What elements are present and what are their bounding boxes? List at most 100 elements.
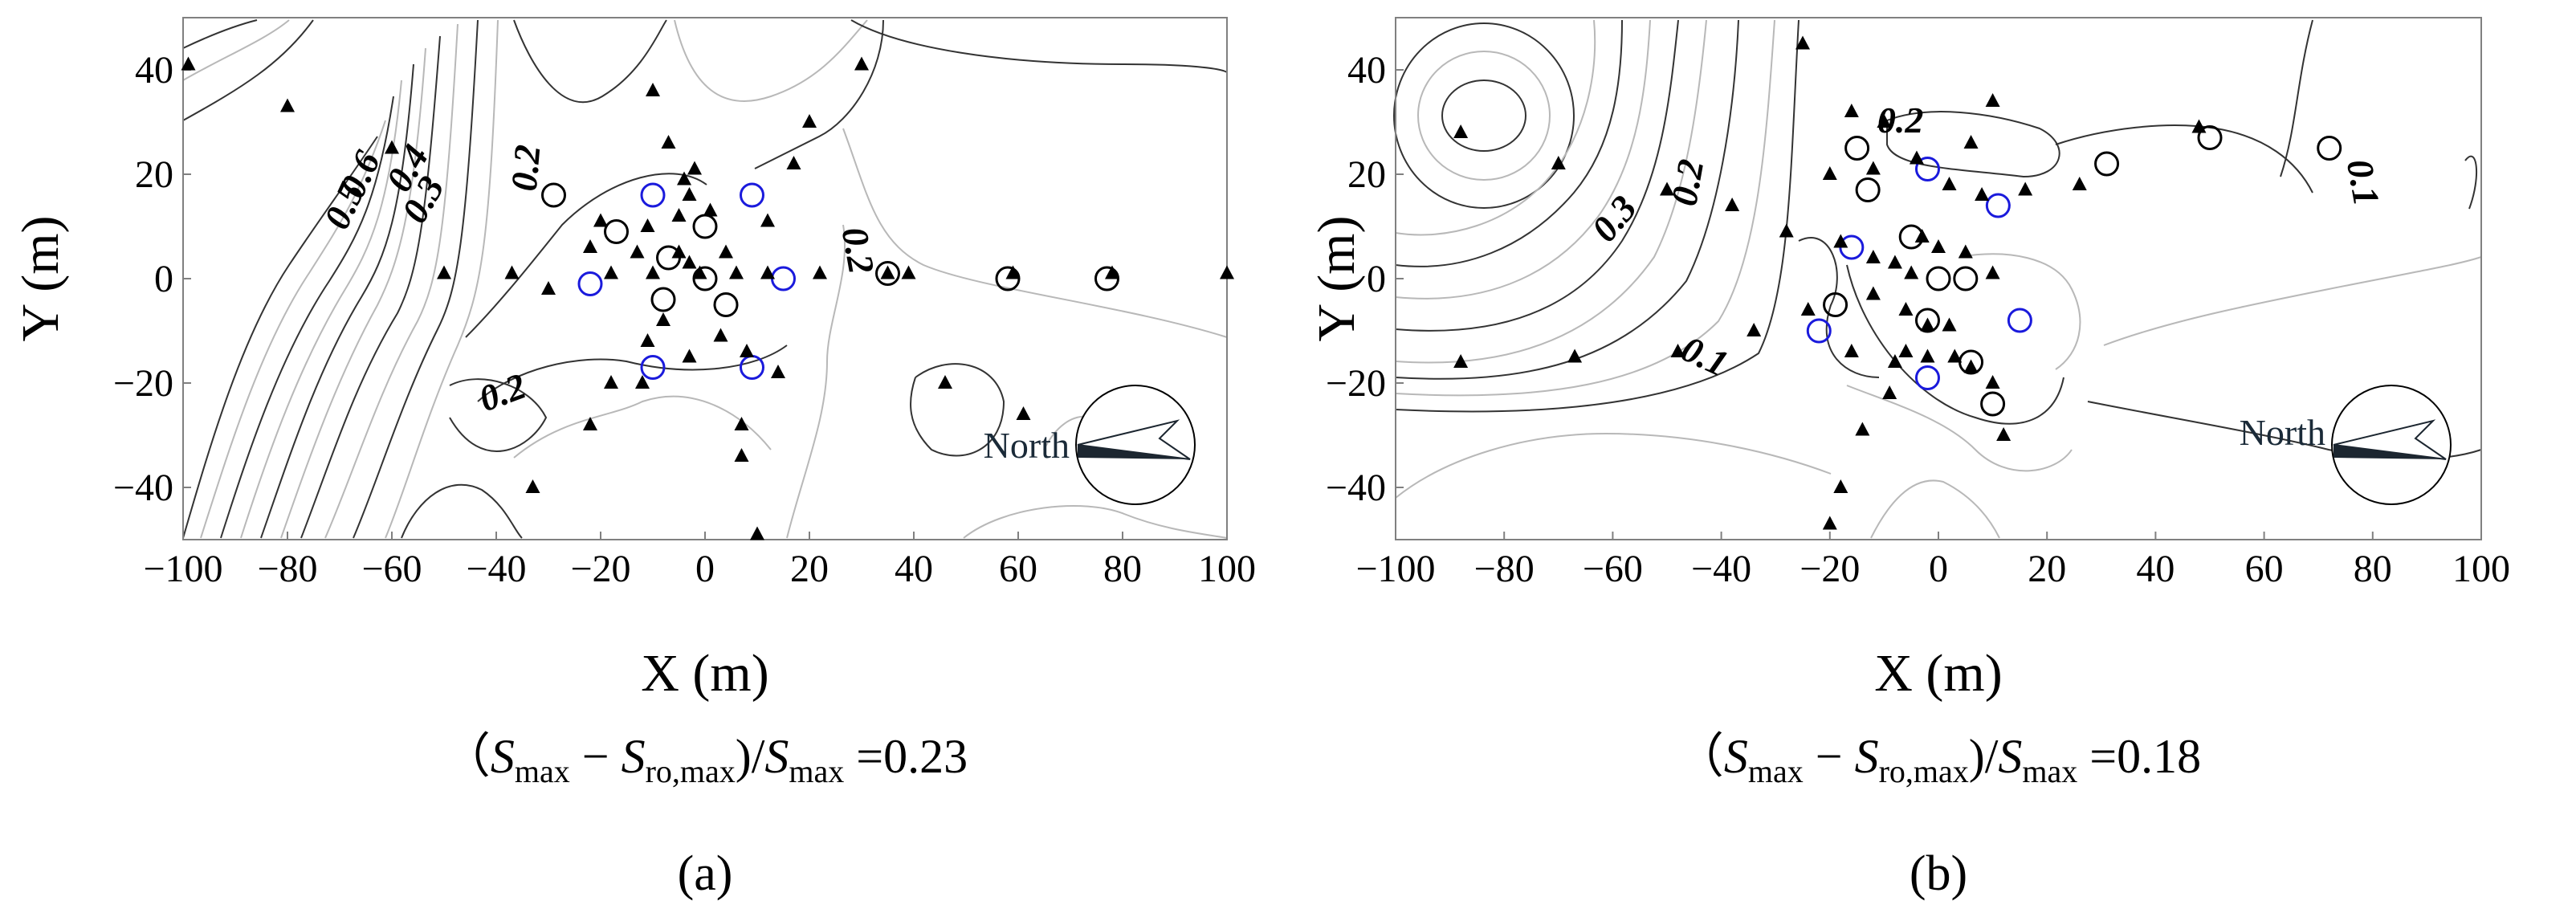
- formula-lead: （: [1676, 730, 1724, 783]
- triangle-marker: [1453, 124, 1469, 138]
- triangle-marker: [713, 328, 728, 342]
- x-tick-label: −20: [570, 548, 630, 590]
- formula-s1: S: [491, 730, 515, 783]
- triangle-marker: [719, 244, 733, 259]
- triangle-marker: [682, 255, 697, 269]
- y-tick-label: −40: [113, 467, 173, 509]
- triangle-marker: [1920, 349, 1935, 363]
- black-circle-marker: [604, 219, 629, 244]
- chart-panel-a: −100 −80 −60 −40 −20 0 20 40 60 80 100 40200−20−40…: [11, 17, 1256, 901]
- triangle-marker: [901, 265, 916, 279]
- triangle-marker: [2018, 181, 2033, 196]
- formula-eq: =: [2077, 730, 2117, 783]
- formula-sub3: max: [2022, 753, 2077, 789]
- triangle-marker: [604, 265, 618, 279]
- formula-s2: S: [622, 730, 646, 783]
- y-tick-label: 40: [135, 49, 173, 92]
- x-tick-label: 20: [790, 548, 829, 590]
- black-circle-marker: [1980, 391, 2006, 417]
- compass-north-label: North: [984, 425, 1070, 466]
- triangle-marker: [786, 156, 801, 169]
- triangle-marker: [734, 448, 749, 462]
- formula-sub2: ro,max: [646, 753, 736, 789]
- triangle-marker: [385, 140, 399, 154]
- triangle-marker: [1453, 354, 1469, 368]
- x-tick-label: −100: [143, 548, 222, 590]
- triangle-marker: [1747, 323, 1762, 336]
- triangle-marker: [1795, 35, 1810, 50]
- x-tick-label: 0: [1929, 548, 1948, 590]
- black-circle-marker: [875, 261, 900, 286]
- compass-needle-outline-icon: [2333, 419, 2447, 460]
- blue-circle-marker: [577, 271, 603, 296]
- triangle-marker: [1105, 265, 1119, 279]
- triangle-marker: [1844, 344, 1859, 357]
- triangle-marker: [1985, 93, 2000, 107]
- x-tick-label: −20: [1800, 548, 1860, 590]
- formula-minus: −: [570, 730, 622, 783]
- triangle-marker: [1822, 166, 1837, 180]
- contour-lines: [182, 19, 1228, 539]
- compass-needle-outline-icon: [1077, 419, 1191, 460]
- triangle-marker: [854, 56, 869, 71]
- formula-s3: S: [1998, 730, 2022, 783]
- triangle-marker: [525, 479, 540, 493]
- x-tick-label: 40: [895, 548, 933, 590]
- triangle-marker: [1931, 239, 1946, 253]
- x-tick-label: 0: [695, 548, 715, 590]
- triangle-marker: [1877, 114, 1892, 128]
- triangle-marker: [640, 333, 655, 347]
- triangle-marker: [656, 312, 670, 326]
- triangle-marker: [1963, 135, 1979, 149]
- triangle-marker: [661, 135, 676, 149]
- formula-mid: )/: [1969, 730, 1999, 783]
- triangle-marker: [593, 213, 608, 227]
- triangle-marker: [1855, 422, 1870, 436]
- triangle-marker: [682, 187, 697, 201]
- y-tick-label: 20: [1347, 153, 1386, 196]
- blue-circle-marker: [740, 355, 764, 380]
- formula-minus: −: [1804, 730, 1855, 783]
- triangle-marker: [802, 114, 817, 128]
- plot-area: [1395, 17, 2482, 540]
- contour-label: 0.2: [834, 224, 882, 276]
- x-tick-label: 20: [2028, 548, 2066, 590]
- triangle-marker: [541, 281, 556, 295]
- x-axis-title: X (m): [641, 644, 768, 703]
- black-circle-marker: [1844, 136, 1870, 161]
- triangle-marker: [1898, 302, 1914, 316]
- y-tick-marks: 40 20 0 −20 −40: [1326, 49, 1404, 509]
- compass-ring: [2331, 385, 2452, 505]
- triangle-marker: [703, 202, 718, 217]
- triangle-marker: [280, 98, 295, 112]
- triangle-marker: [1985, 375, 2000, 389]
- triangle-marker: [740, 344, 754, 357]
- triangle-marker: [1898, 344, 1914, 357]
- x-tick-label: 60: [999, 548, 1037, 590]
- triangle-marker: [1914, 229, 1930, 243]
- y-tick-label: 40: [1347, 49, 1386, 92]
- triangle-marker: [1942, 177, 1957, 190]
- triangle-marker: [760, 265, 775, 279]
- triangle-marker: [646, 265, 660, 279]
- triangle-marker: [671, 208, 687, 222]
- triangle-marker: [1844, 104, 1859, 117]
- x-tick-label: −80: [257, 548, 317, 590]
- formula-sub3: max: [789, 753, 844, 789]
- black-circle-marker: [541, 182, 566, 208]
- compass: North: [984, 385, 1196, 505]
- triangle-marker: [1887, 255, 1902, 269]
- triangle-marker: [880, 265, 895, 279]
- triangle-marker: [771, 365, 785, 378]
- black-circle-marker: [692, 214, 718, 239]
- black-circle-marker: [1914, 308, 1940, 333]
- x-tick-marks: −100 −80 −60 −40 −20 0 20 40 60 80 100: [1355, 532, 2510, 590]
- triangle-marker: [734, 417, 749, 430]
- black-circle-marker: [1823, 292, 1848, 317]
- y-tick-label: −40: [1326, 467, 1386, 509]
- formula-s1: S: [1724, 730, 1748, 783]
- y-tick-label: 0: [1367, 258, 1386, 300]
- compass-north-label: North: [2240, 412, 2325, 453]
- triangle-marker: [1958, 244, 1973, 259]
